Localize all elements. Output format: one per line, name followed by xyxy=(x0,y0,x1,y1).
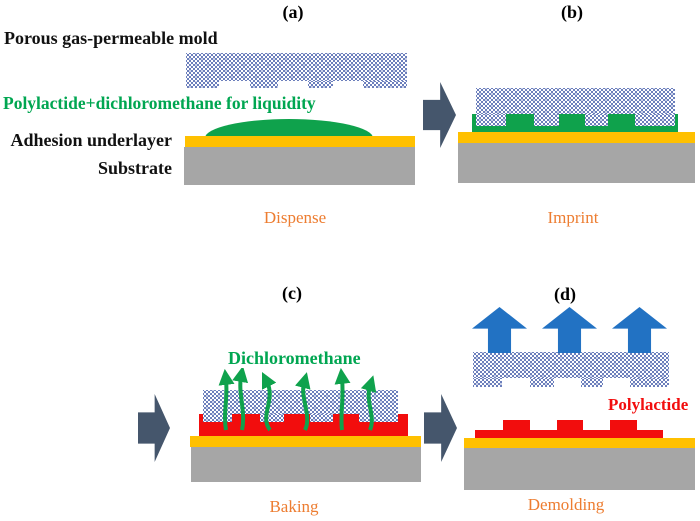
mold-tooth xyxy=(362,81,407,88)
solvent-evaporation-arrows xyxy=(218,368,377,432)
panel-label-a: (a) xyxy=(282,2,304,22)
process-arrow-right-icon xyxy=(424,394,457,462)
evaporation-arrow-icon xyxy=(218,368,235,431)
mold-tooth xyxy=(473,378,503,387)
substrate-b xyxy=(458,143,695,183)
adhesion-layer-d xyxy=(464,438,695,448)
demold-up-arrow-icon xyxy=(542,307,597,353)
caption-demolding: Demolding xyxy=(527,495,605,514)
polylactide-feature xyxy=(557,420,583,430)
mold-tooth xyxy=(533,114,559,126)
process-arrow-right-icon xyxy=(138,394,170,462)
mold-body xyxy=(473,352,669,378)
caption-imprint: Imprint xyxy=(547,208,599,227)
label-dichloromethane: Dichloromethane xyxy=(228,348,361,368)
process-arrow-right-icon xyxy=(423,82,456,148)
mold-body xyxy=(186,53,407,81)
mold-tooth xyxy=(359,414,398,422)
adhesion-layer-b xyxy=(458,132,695,143)
substrate-c xyxy=(191,447,421,482)
mold-tooth xyxy=(259,414,284,422)
mold-body xyxy=(476,88,675,114)
label-substrate: Substrate xyxy=(97,158,172,178)
mold-tooth xyxy=(307,81,333,88)
liquid-droplet xyxy=(205,119,373,138)
polylactide-base xyxy=(475,430,663,438)
evaporation-arrow-icon xyxy=(232,368,249,431)
mold-tooth xyxy=(585,114,609,126)
mold-tooth xyxy=(186,81,220,88)
evaporation-arrow-icon xyxy=(295,372,311,431)
adhesion-layer-c xyxy=(190,436,421,447)
panel-label-b: (b) xyxy=(561,2,583,22)
polylactide-feature xyxy=(610,420,637,430)
label-porous-mold: Porous gas-permeable mold xyxy=(4,28,218,48)
adhesion-layer-a xyxy=(185,136,415,147)
mold-tooth xyxy=(476,114,506,126)
mold-tooth xyxy=(635,114,675,126)
label-polylactide: Polylactide xyxy=(608,395,689,414)
caption-dispense: Dispense xyxy=(263,208,327,227)
mold-tooth xyxy=(580,378,604,387)
baked-polylactide-layer xyxy=(199,414,408,436)
substrate-d xyxy=(464,448,695,490)
substrate-a xyxy=(184,147,415,185)
label-adhesion-underlayer: Adhesion underlayer xyxy=(10,130,172,150)
caption-baking: Baking xyxy=(269,497,319,516)
evaporation-arrow-icon xyxy=(334,368,351,431)
imprinted-liquid-layer xyxy=(472,114,678,132)
mold-tooth xyxy=(310,414,333,422)
demold-up-arrow-icon xyxy=(472,307,527,353)
polylactide-feature xyxy=(503,420,530,430)
label-polylactide-solution: Polylactide+dichloromethane for liquidit… xyxy=(3,93,316,113)
evaporation-arrow-icon xyxy=(360,375,377,431)
evaporation-arrow-icon xyxy=(261,371,277,432)
mold-tooth xyxy=(250,81,278,88)
demold-up-arrow-icon xyxy=(612,307,667,353)
panel-label-d: (d) xyxy=(554,284,576,304)
mold-tooth xyxy=(203,414,233,422)
mold-body xyxy=(203,390,398,414)
mold-tooth xyxy=(529,378,555,387)
panel-label-c: (c) xyxy=(282,283,302,303)
mold-tooth xyxy=(629,378,669,387)
